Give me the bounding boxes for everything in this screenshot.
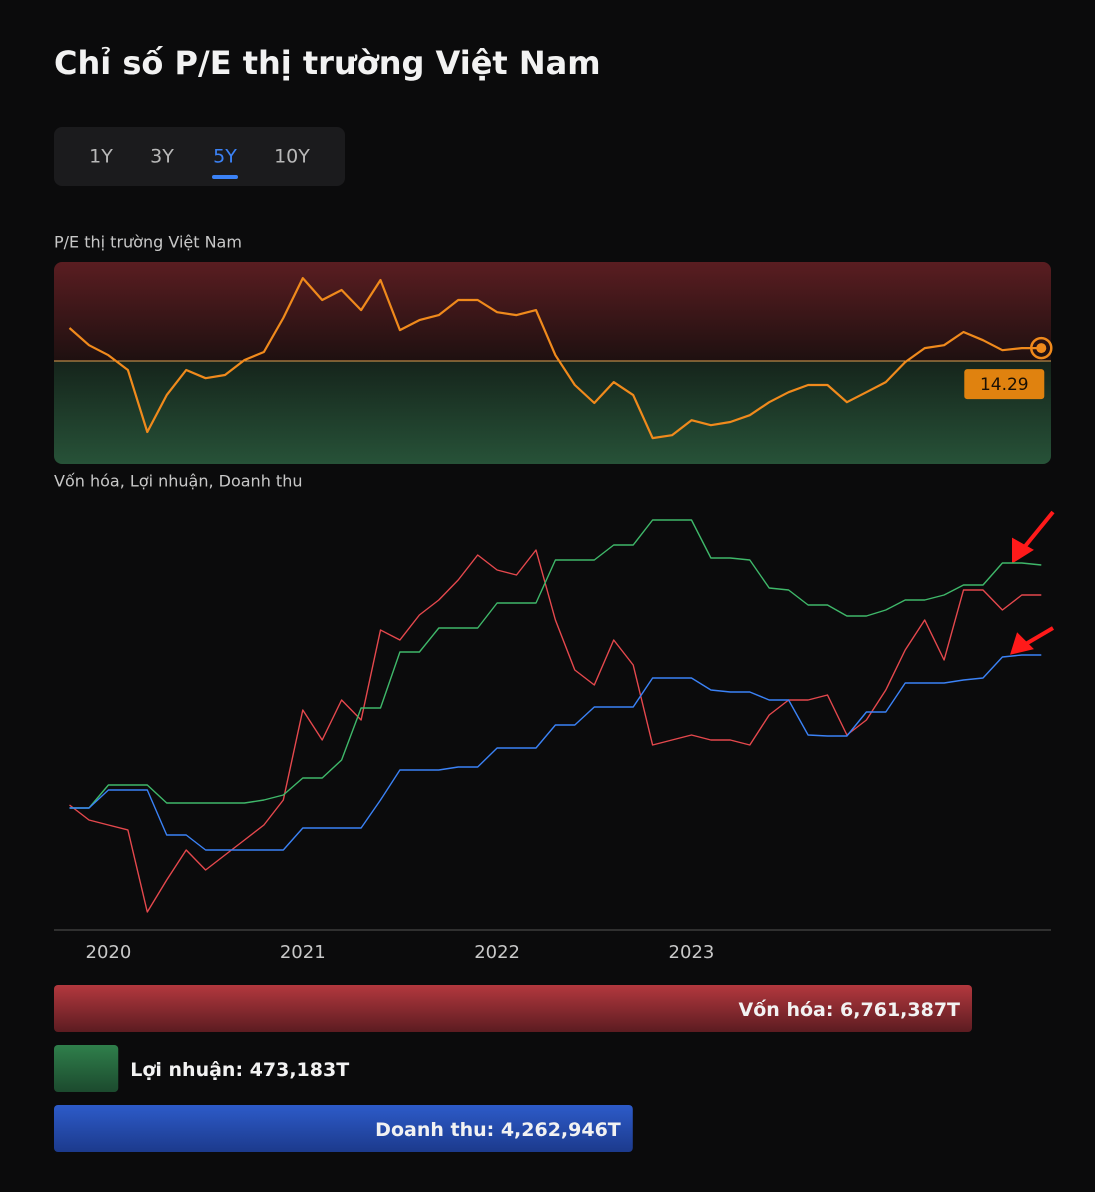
- last-point-dot: [1036, 343, 1047, 354]
- value-label: 14.29: [980, 375, 1029, 395]
- page-title: Chỉ số P/E thị trường Việt Nam: [54, 44, 601, 82]
- zone-high: [54, 262, 1051, 362]
- bar-label: Doanh thu: 4,262,946T: [375, 1119, 621, 1141]
- tab-underline: [212, 175, 238, 179]
- x-tick-label: 2021: [280, 942, 326, 963]
- value-badge: [964, 369, 1045, 400]
- total-bar: [54, 1105, 633, 1152]
- chart-title: Vốn hóa, Lợi nhuận, Doanh thu: [54, 472, 302, 491]
- bar-label: Vốn hóa: 6,761,387T: [739, 998, 960, 1021]
- x-tick-label: 2022: [474, 942, 520, 963]
- tab[interactable]: 3Y: [150, 146, 174, 168]
- tab[interactable]: 1Y: [89, 146, 113, 168]
- series-line: [69, 654, 1042, 851]
- last-point: [1030, 336, 1053, 360]
- pe-line: [68, 277, 1042, 440]
- bar-label: Lợi nhuận: 473,183T: [130, 1059, 349, 1081]
- tab-bar: [54, 127, 345, 186]
- zone-low: [54, 361, 1051, 464]
- tab[interactable]: 10Y: [274, 146, 310, 168]
- x-tick-label: 2020: [86, 942, 132, 963]
- chart-title: P/E thị trường Việt Nam: [54, 233, 242, 252]
- x-tick-label: 2023: [669, 942, 715, 963]
- annotation-arrows: [1010, 510, 1055, 655]
- total-bar: [54, 1045, 119, 1092]
- series-line: [69, 519, 1042, 809]
- tab[interactable]: 5Y: [213, 146, 237, 168]
- total-bar: [54, 985, 972, 1032]
